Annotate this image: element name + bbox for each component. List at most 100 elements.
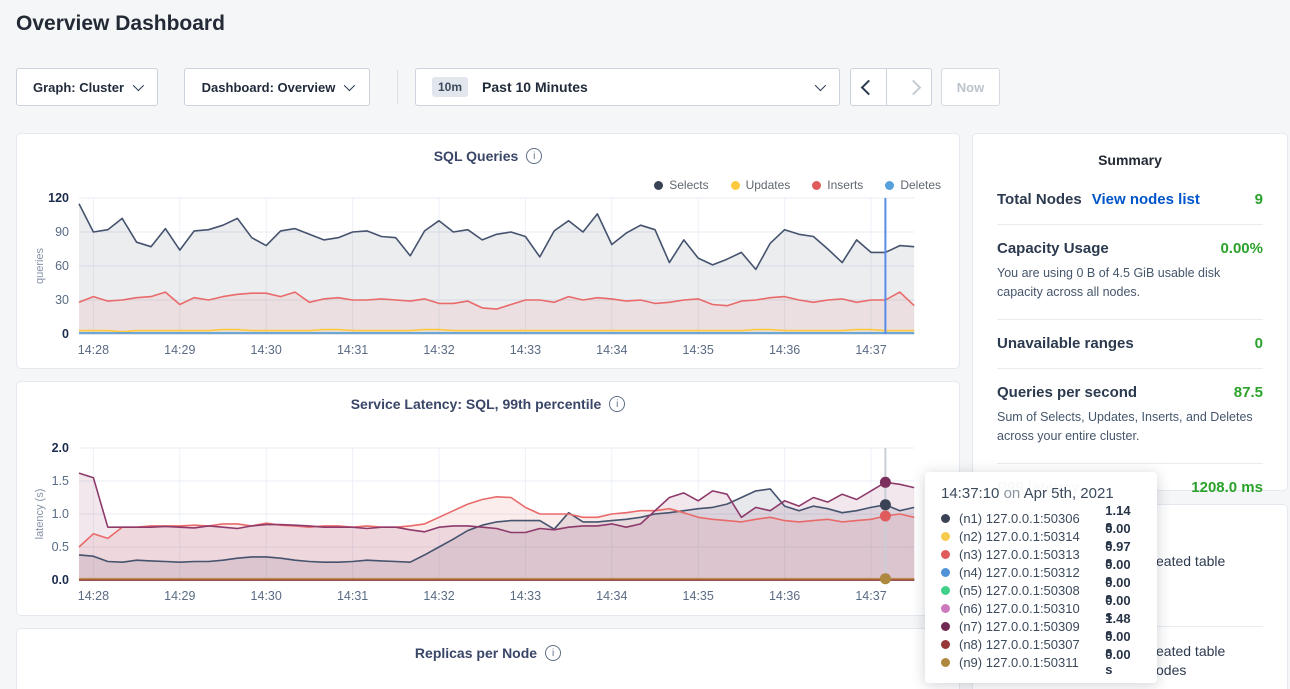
node-color-dot-icon — [941, 514, 950, 523]
node-address: (n8) 127.0.0.1:50307 — [959, 637, 1105, 652]
svg-text:120: 120 — [48, 191, 69, 205]
time-window-badge: 10m — [432, 77, 468, 97]
summary-row-unavailable: Unavailable ranges 0 — [997, 320, 1263, 369]
unavailable-ranges-value: 0 — [1255, 335, 1263, 352]
replicas-panel: Replicas per Node i — [16, 628, 960, 689]
legend-dot-icon — [654, 181, 663, 190]
legend-dot-icon — [731, 181, 740, 190]
capacity-caption: You are using 0 B of 4.5 GiB usable disk… — [997, 264, 1263, 303]
tooltip-timestamp: 14:37:10 on Apr 5th, 2021 — [941, 485, 1141, 502]
node-address: (n4) 127.0.0.1:50312 — [959, 565, 1105, 580]
next-time-button[interactable] — [896, 69, 931, 105]
node-color-dot-icon — [941, 604, 950, 613]
svg-text:14:33: 14:33 — [510, 343, 541, 357]
svg-text:14:34: 14:34 — [596, 589, 627, 603]
svg-text:14:36: 14:36 — [769, 589, 800, 603]
svg-text:2.0: 2.0 — [52, 441, 69, 455]
svg-text:90: 90 — [55, 225, 69, 239]
summary-row-qps: Queries per second 87.5 Sum of Selects, … — [997, 369, 1263, 464]
total-nodes-value: 9 — [1255, 191, 1263, 208]
svg-text:60: 60 — [55, 259, 69, 273]
svg-text:14:32: 14:32 — [423, 343, 454, 357]
tooltip-rows: (n1) 127.0.0.1:503061.14 s(n2) 127.0.0.1… — [941, 509, 1141, 671]
node-address: (n1) 127.0.0.1:50306 — [959, 511, 1105, 526]
sql-queries-chart[interactable]: 14:2814:2914:3014:3114:3214:3314:3414:35… — [17, 190, 961, 366]
svg-text:14:34: 14:34 — [596, 343, 627, 357]
svg-text:14:28: 14:28 — [78, 589, 109, 603]
info-icon[interactable]: i — [609, 396, 625, 412]
summary-row-capacity: Capacity Usage 0.00% You are using 0 B o… — [997, 225, 1263, 320]
qps-caption: Sum of Selects, Updates, Inserts, and De… — [997, 408, 1263, 447]
svg-text:14:33: 14:33 — [510, 589, 541, 603]
node-color-dot-icon — [941, 550, 950, 559]
node-address: (n5) 127.0.0.1:50308 — [959, 583, 1105, 598]
svg-text:14:28: 14:28 — [78, 343, 109, 357]
service-latency-chart[interactable]: 14:2814:2914:3014:3114:3214:3314:3414:35… — [17, 440, 961, 612]
node-color-dot-icon — [941, 532, 950, 541]
dashboard-dropdown-label: Dashboard: Overview — [202, 80, 336, 95]
chart-title: SQL Queries — [434, 148, 519, 164]
event-text-fragment: eated table — [1156, 643, 1225, 659]
toolbar-divider — [397, 70, 398, 104]
svg-text:14:37: 14:37 — [855, 589, 886, 603]
node-address: (n2) 127.0.0.1:50314 — [959, 529, 1105, 544]
info-icon[interactable]: i — [526, 148, 542, 164]
node-color-dot-icon — [941, 568, 950, 577]
svg-text:queries: queries — [34, 247, 46, 284]
svg-text:14:32: 14:32 — [423, 589, 454, 603]
event-text-fragment: eated table — [1156, 553, 1225, 569]
svg-text:14:30: 14:30 — [251, 343, 282, 357]
node-color-dot-icon — [941, 586, 950, 595]
prev-time-button[interactable] — [851, 69, 887, 105]
p99-latency-value: 1208.0 ms — [1191, 479, 1263, 496]
svg-text:14:29: 14:29 — [164, 343, 195, 357]
time-range-dropdown[interactable]: 10m Past 10 Minutes — [415, 68, 840, 106]
node-address: (n6) 127.0.0.1:50310 — [959, 601, 1105, 616]
now-button[interactable]: Now — [941, 68, 1000, 106]
svg-text:14:30: 14:30 — [251, 589, 282, 603]
chart-title: Replicas per Node — [415, 645, 537, 661]
time-step-buttons — [850, 68, 932, 106]
svg-text:14:36: 14:36 — [769, 343, 800, 357]
node-color-dot-icon — [941, 640, 950, 649]
overview-dashboard-page: Overview Dashboard Graph: Cluster Dashbo… — [0, 0, 1290, 689]
info-icon[interactable]: i — [545, 645, 561, 661]
event-text-fragment: odes — [1156, 662, 1186, 678]
svg-text:14:35: 14:35 — [683, 589, 714, 603]
chevron-right-icon — [906, 79, 922, 95]
node-color-dot-icon — [941, 658, 950, 667]
legend-dot-icon — [812, 181, 821, 190]
node-address: (n3) 127.0.0.1:50313 — [959, 547, 1105, 562]
chart-hover-tooltip: 14:37:10 on Apr 5th, 2021 (n1) 127.0.0.1… — [925, 472, 1157, 683]
node-color-dot-icon — [941, 622, 950, 631]
unavailable-ranges-label: Unavailable ranges — [997, 335, 1134, 352]
summary-title: Summary — [997, 134, 1263, 176]
sql-queries-panel: SQL Queries i SelectsUpdatesInsertsDelet… — [16, 133, 960, 369]
graph-dropdown-label: Graph: Cluster — [33, 80, 124, 95]
svg-text:1.5: 1.5 — [52, 474, 69, 488]
capacity-value: 0.00% — [1220, 240, 1263, 257]
svg-text:1.0: 1.0 — [52, 507, 69, 521]
dashboard-dropdown[interactable]: Dashboard: Overview — [184, 68, 370, 106]
svg-text:14:37: 14:37 — [855, 343, 886, 357]
time-window-label: Past 10 Minutes — [482, 79, 588, 95]
svg-text:14:31: 14:31 — [337, 343, 368, 357]
chart-title: Service Latency: SQL, 99th percentile — [351, 396, 602, 412]
summary-row-total-nodes: Total Nodes View nodes list 9 — [997, 176, 1263, 225]
svg-text:0: 0 — [62, 327, 69, 341]
svg-text:0.5: 0.5 — [52, 540, 69, 554]
chevron-down-icon — [815, 80, 826, 91]
chevron-left-icon — [861, 79, 877, 95]
chevron-down-icon — [133, 80, 144, 91]
legend-dot-icon — [885, 181, 894, 190]
summary-panel: Summary Total Nodes View nodes list 9 Ca… — [972, 133, 1288, 491]
view-nodes-list-link[interactable]: View nodes list — [1092, 191, 1200, 208]
qps-label: Queries per second — [997, 384, 1137, 401]
capacity-label: Capacity Usage — [997, 240, 1109, 257]
graph-dropdown[interactable]: Graph: Cluster — [16, 68, 158, 106]
tooltip-node-row: (n9) 127.0.0.1:503110.00 s — [941, 653, 1141, 671]
node-address: (n7) 127.0.0.1:50309 — [959, 619, 1105, 634]
chevron-down-icon — [344, 80, 355, 91]
node-address: (n9) 127.0.0.1:50311 — [959, 655, 1105, 670]
node-latency-value: 0.00 s — [1105, 647, 1141, 677]
